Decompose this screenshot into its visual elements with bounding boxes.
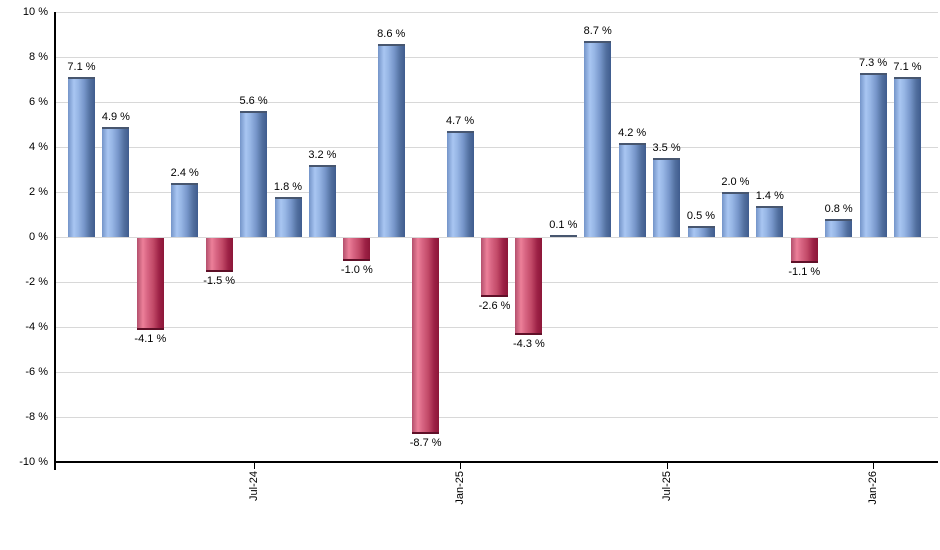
bar <box>653 158 681 237</box>
bar <box>687 225 715 237</box>
bar <box>618 142 646 237</box>
bar <box>756 205 784 237</box>
x-axis-tick-label: Jan-25 <box>454 471 467 505</box>
y-grid-line <box>55 57 938 58</box>
bar-value-label: 3.5 % <box>652 142 681 155</box>
y-axis-tick-label: -6 % <box>25 366 48 378</box>
bar-value-label: -4.3 % <box>513 337 545 350</box>
bar-value-label: -2.6 % <box>478 299 511 312</box>
bar <box>343 238 371 261</box>
bar <box>859 72 887 237</box>
bar <box>68 77 95 237</box>
bar <box>549 234 577 237</box>
y-grid-line <box>55 102 938 103</box>
bar-value-label: 7.3 % <box>859 56 888 69</box>
y-axis-tick-label: 8 % <box>29 51 48 63</box>
bar <box>515 238 543 335</box>
bar <box>790 238 818 263</box>
y-axis-tick-label: -8 % <box>25 411 48 423</box>
x-axis-tick-label: Jan-26 <box>867 471 880 505</box>
bar <box>412 238 440 434</box>
bar-value-label: 7.1 % <box>67 61 96 74</box>
y-axis-tick-label: 6 % <box>29 96 48 108</box>
x-axis-tick <box>253 463 255 469</box>
y-axis-tick-label: 4 % <box>29 141 48 153</box>
x-axis-tick <box>460 463 462 469</box>
y-axis-tick-label: -10 % <box>19 456 48 468</box>
bar-value-label: 8.7 % <box>583 25 612 38</box>
bar-value-label: -8.7 % <box>409 436 442 449</box>
y-grid-line <box>55 12 938 13</box>
y-grid-line <box>55 417 938 418</box>
x-axis-tick-label: Jul-24 <box>247 471 260 501</box>
bar-value-label: 5.6 % <box>239 95 268 107</box>
bar-value-label: 7.1 % <box>893 61 922 74</box>
y-grid-line <box>55 327 938 328</box>
x-axis-line <box>54 461 938 463</box>
bar <box>446 131 474 237</box>
bar-value-label: -4.1 % <box>134 333 167 346</box>
bar <box>481 238 508 297</box>
bar <box>171 183 199 237</box>
bar-value-label: -1.1 % <box>788 265 821 278</box>
bar-value-label: 2.0 % <box>721 176 750 188</box>
bar-value-label: 1.4 % <box>755 189 784 202</box>
x-axis-tick <box>873 463 875 469</box>
bar-value-label: 0.8 % <box>824 203 853 215</box>
bar <box>377 43 405 237</box>
x-axis-tick <box>666 463 668 469</box>
bar-value-label: 8.6 % <box>377 27 406 40</box>
bar <box>584 41 612 237</box>
bar <box>274 196 302 237</box>
bar-value-label: 4.2 % <box>618 126 647 139</box>
bar <box>308 165 336 237</box>
bar-value-label: 2.4 % <box>170 167 199 179</box>
bar-value-label: 0.5 % <box>686 209 716 222</box>
y-grid-line <box>55 372 938 373</box>
y-axis-tick-label: -4 % <box>25 321 48 333</box>
bar <box>136 238 164 331</box>
bar-value-label: -1.5 % <box>203 274 236 287</box>
y-grid-line <box>55 192 938 193</box>
bar <box>102 126 130 237</box>
x-axis-tick-label: Jul-25 <box>660 471 673 501</box>
y-grid-line <box>55 147 938 148</box>
bar <box>721 192 749 237</box>
bar <box>205 238 233 272</box>
bar <box>825 219 853 237</box>
bar-value-label: 4.9 % <box>101 110 130 123</box>
y-axis-line <box>54 12 56 470</box>
y-axis-tick-label: -2 % <box>25 276 48 288</box>
bar <box>894 77 921 237</box>
y-axis-tick-label: 0 % <box>29 231 48 243</box>
bar-value-label: 0.1 % <box>549 218 578 231</box>
bar <box>240 111 268 237</box>
bar-value-label: 4.7 % <box>446 115 475 128</box>
y-axis-tick-label: 2 % <box>29 186 48 198</box>
bar-value-label: 1.8 % <box>273 180 303 193</box>
y-axis-tick-label: 10 % <box>22 6 48 18</box>
bar-value-label: -1.0 % <box>340 263 373 276</box>
bar-value-label: 3.2 % <box>308 149 337 161</box>
y-grid-line <box>55 237 938 238</box>
